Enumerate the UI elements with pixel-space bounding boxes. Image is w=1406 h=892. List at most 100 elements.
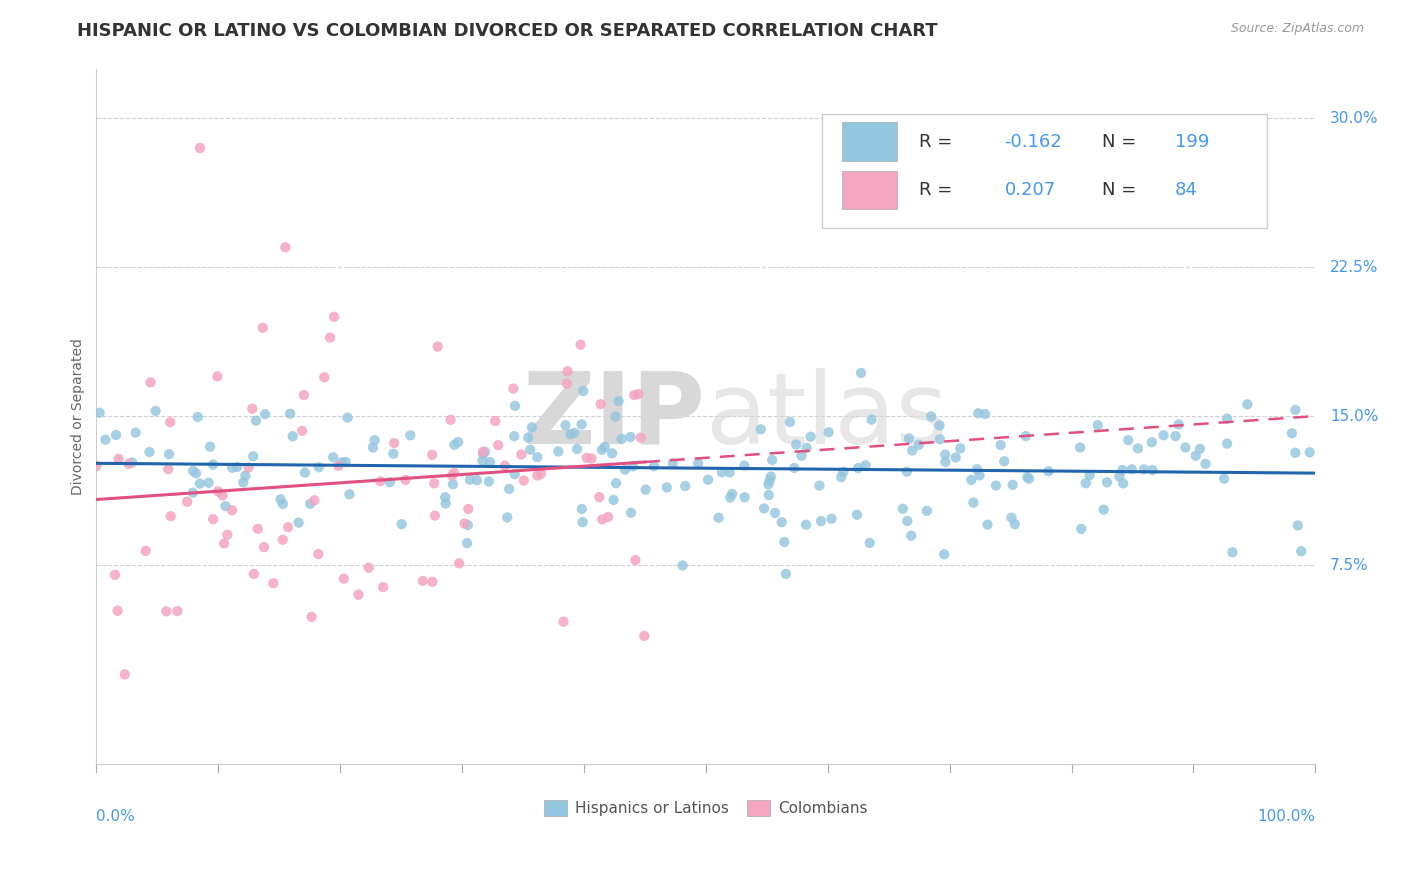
Point (287, 516, 309, 530)
Point (1116, 434, 1139, 448)
Point (271, 497, 294, 511)
Point (335, 455, 357, 469)
Point (571, 417, 593, 432)
Point (357, 560, 380, 574)
Point (486, 438, 509, 452)
Point (808, 478, 831, 492)
Point (562, 425, 585, 440)
Point (382, 447, 405, 461)
Point (1092, 502, 1115, 516)
Point (966, 462, 988, 476)
Point (891, 501, 914, 516)
Point (503, 399, 526, 413)
Point (138, 445, 160, 459)
Point (135, 544, 157, 558)
Point (221, 503, 243, 517)
Text: 22.5%: 22.5% (1330, 260, 1378, 275)
Point (420, 448, 443, 462)
Point (721, 487, 744, 501)
Point (565, 442, 588, 456)
Point (472, 445, 495, 459)
Point (901, 443, 924, 458)
Point (330, 455, 353, 469)
Point (627, 387, 650, 401)
Point (554, 418, 576, 433)
Text: atlas: atlas (706, 368, 948, 465)
Point (600, 446, 623, 460)
Point (391, 517, 413, 532)
Point (517, 431, 540, 445)
Point (605, 409, 627, 424)
Y-axis label: Divorced or Separated: Divorced or Separated (72, 338, 86, 495)
Point (472, 447, 495, 461)
Point (107, 604, 129, 618)
Point (800, 430, 823, 444)
Point (967, 406, 990, 420)
Point (526, 450, 548, 465)
Point (915, 504, 938, 518)
Point (382, 436, 405, 450)
Point (221, 460, 243, 475)
Point (974, 407, 997, 421)
Point (1284, 446, 1306, 460)
Point (553, 615, 575, 629)
Point (443, 466, 465, 480)
Point (1074, 476, 1097, 491)
Point (624, 553, 647, 567)
Point (139, 376, 162, 390)
Point (211, 488, 233, 502)
Point (1112, 476, 1135, 491)
Point (510, 447, 533, 461)
Point (121, 455, 143, 469)
Point (1111, 463, 1133, 477)
Point (794, 517, 817, 532)
Point (107, 451, 129, 466)
Point (307, 547, 329, 561)
Point (184, 467, 207, 481)
Point (759, 469, 782, 483)
Point (557, 364, 579, 378)
Text: 7.5%: 7.5% (1330, 558, 1369, 573)
Point (752, 501, 775, 516)
Point (503, 467, 526, 482)
Point (281, 429, 304, 443)
Point (949, 442, 972, 456)
Point (662, 457, 685, 471)
Point (253, 540, 276, 554)
Point (176, 494, 198, 508)
Point (319, 330, 342, 344)
Point (526, 468, 548, 483)
Text: -0.162: -0.162 (1004, 133, 1063, 151)
Point (990, 438, 1012, 452)
Point (607, 394, 630, 409)
Point (423, 508, 446, 523)
Point (849, 366, 872, 380)
Point (166, 604, 188, 618)
Point (478, 475, 501, 489)
Point (593, 440, 616, 454)
Point (447, 434, 470, 449)
Point (733, 458, 755, 473)
Point (232, 475, 254, 490)
Point (555, 376, 578, 391)
Point (673, 479, 696, 493)
Point (181, 485, 204, 500)
Point (242, 450, 264, 464)
Point (422, 574, 444, 589)
Point (810, 514, 832, 528)
Point (643, 459, 665, 474)
Point (621, 459, 644, 474)
Point (328, 458, 350, 473)
Point (94, 433, 117, 447)
Point (817, 425, 839, 440)
Point (1153, 428, 1175, 442)
Point (790, 449, 813, 463)
Point (240, 401, 263, 416)
Point (907, 438, 929, 452)
Point (262, 576, 284, 591)
Point (688, 456, 710, 470)
Point (294, 466, 316, 480)
Point (934, 448, 956, 462)
Point (1194, 457, 1216, 471)
Point (214, 499, 236, 513)
